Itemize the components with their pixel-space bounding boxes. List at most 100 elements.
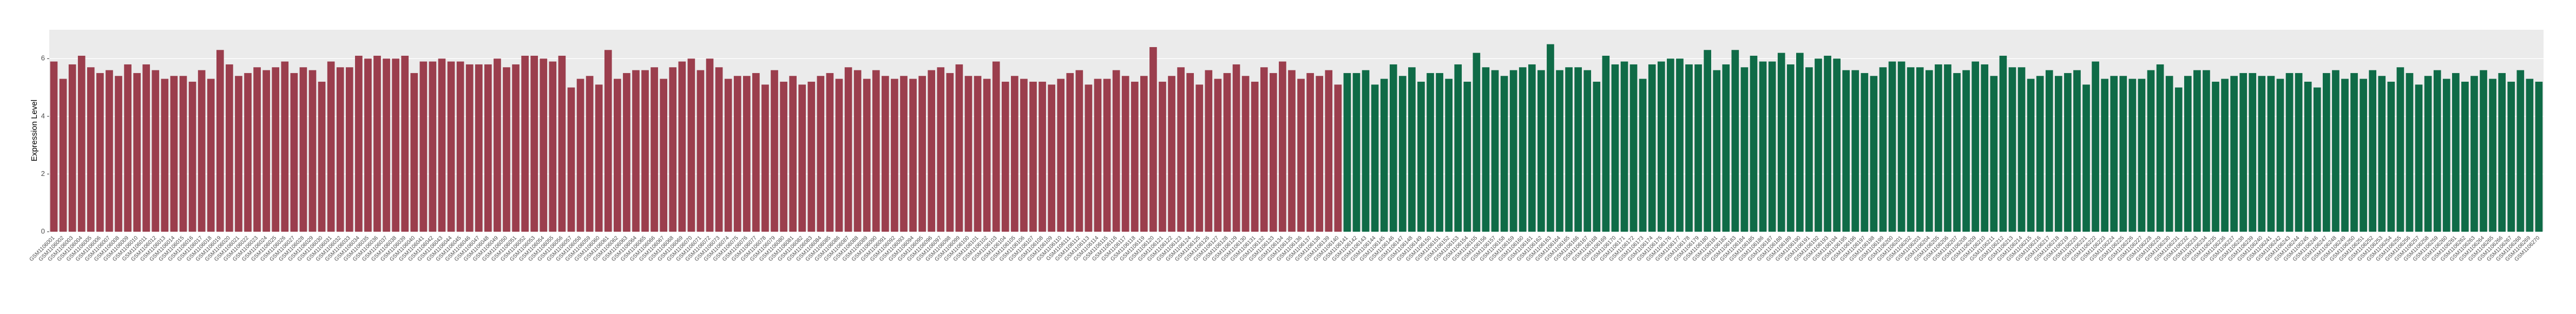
bar (447, 61, 455, 232)
bar (475, 64, 483, 232)
bar (1057, 78, 1065, 232)
bar (2369, 70, 2377, 232)
bar (419, 61, 428, 232)
bar (1094, 78, 1102, 232)
bar (429, 61, 437, 232)
bar (1870, 76, 1878, 232)
bar (355, 55, 363, 232)
bar (2452, 73, 2460, 232)
bar (826, 73, 834, 232)
bar (1288, 70, 1296, 232)
bar (863, 78, 871, 232)
bar (1962, 70, 1970, 232)
bar (613, 78, 621, 232)
bar (1371, 84, 1379, 232)
bar (1824, 55, 1831, 232)
bar (1362, 70, 1370, 232)
bar (771, 70, 778, 232)
bar (2045, 70, 2053, 232)
bar (392, 58, 399, 232)
bar (456, 61, 464, 232)
bar (1842, 70, 1850, 232)
bar (1075, 70, 1083, 232)
bar (882, 76, 889, 232)
bar (1888, 61, 1896, 232)
y-tick-label: 4 (41, 112, 45, 120)
bar (1121, 76, 1129, 232)
bar (835, 78, 843, 232)
bar (1556, 70, 1563, 232)
bar (576, 78, 584, 232)
bar (1325, 70, 1333, 232)
bar (992, 61, 1000, 232)
bar (207, 78, 215, 232)
bar (2378, 76, 2386, 232)
bar (2119, 76, 2127, 232)
bar (1306, 73, 1314, 232)
bar (2350, 73, 2358, 232)
bar (1491, 70, 1499, 232)
bar (1879, 67, 1887, 232)
bar (1639, 78, 1647, 232)
bar (244, 73, 252, 232)
y-tick-label: 2 (41, 169, 45, 178)
bar (1805, 67, 1813, 232)
bar (2110, 76, 2118, 232)
bar (1768, 61, 1776, 232)
bar (2461, 81, 2469, 232)
bar (1149, 47, 1157, 232)
bar (1953, 73, 1961, 232)
bar (170, 76, 178, 232)
bar (1297, 78, 1305, 232)
bar (2221, 78, 2229, 232)
bar (512, 64, 520, 232)
bar (1389, 64, 1397, 232)
bar (2064, 73, 2072, 232)
bar (853, 70, 862, 232)
bar (1334, 84, 1342, 232)
bar (2092, 61, 2099, 232)
bar (1251, 81, 1259, 232)
bar (188, 81, 196, 232)
bar (2156, 64, 2164, 232)
bar (401, 55, 409, 232)
bar (1001, 81, 1009, 232)
bar (1740, 67, 1749, 232)
bar (909, 78, 917, 232)
bar (124, 64, 132, 232)
bar (262, 70, 270, 232)
bar (503, 67, 510, 232)
bar (1066, 73, 1074, 232)
bar (1463, 81, 1471, 232)
bar (226, 64, 233, 232)
bar (2258, 76, 2266, 232)
bar (2507, 81, 2515, 232)
bar (955, 64, 963, 232)
bar (1214, 78, 1222, 232)
bar (1750, 55, 1758, 232)
bar (1417, 81, 1425, 232)
bar (2313, 87, 2321, 232)
bar (2424, 76, 2432, 232)
bar (336, 67, 344, 232)
bar (872, 70, 880, 232)
bar (2128, 78, 2137, 232)
bar (1140, 76, 1148, 232)
bar (2174, 87, 2183, 232)
bar (1593, 81, 1601, 232)
bar (2295, 73, 2303, 232)
bar (1657, 61, 1665, 232)
bar (2396, 67, 2404, 232)
bar (1528, 64, 1536, 232)
bar (2489, 78, 2496, 232)
bar (1685, 64, 1693, 232)
bar (1611, 64, 1619, 232)
bar (1029, 81, 1037, 232)
bar (1833, 58, 1841, 232)
bar (106, 70, 113, 232)
plot-panel (49, 30, 2544, 232)
bar (115, 76, 122, 232)
bar (1427, 73, 1434, 232)
bar (1925, 70, 1933, 232)
